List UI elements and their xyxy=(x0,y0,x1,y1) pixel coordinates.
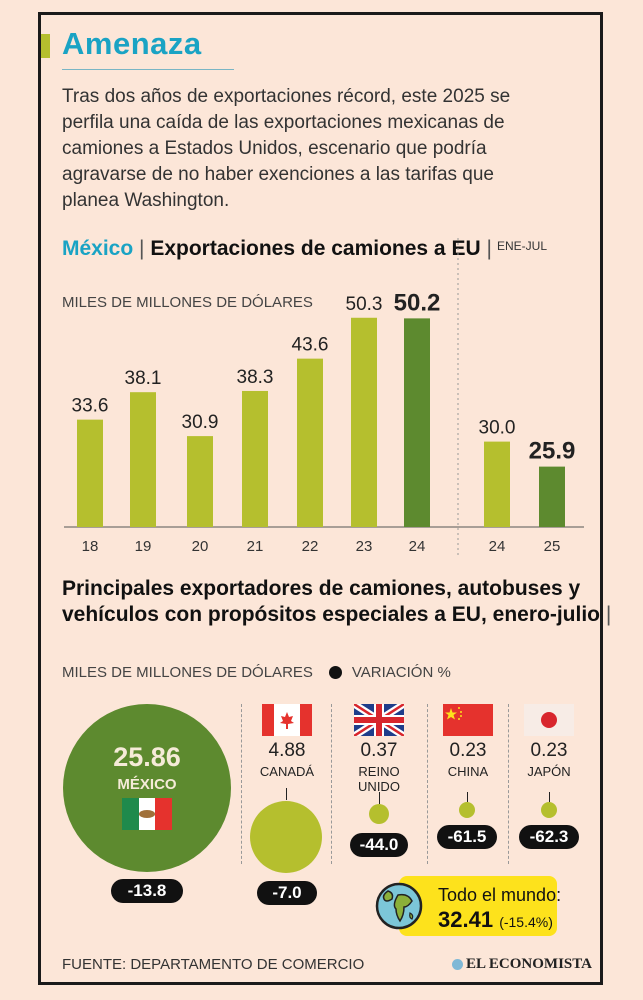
bar xyxy=(77,419,103,527)
divider xyxy=(508,704,509,864)
chart1-title-end: | xyxy=(480,237,492,260)
country-name: CHINA xyxy=(447,764,489,779)
country-value: 0.37 xyxy=(360,740,398,761)
bubble-japan xyxy=(541,802,557,818)
china-flag-icon xyxy=(443,704,493,736)
source-note: FUENTE: DEPARTAMENTO DE COMERCIO xyxy=(62,956,365,973)
mexico-flag-icon xyxy=(122,798,173,830)
japan-flag-icon xyxy=(524,704,574,736)
divider xyxy=(427,704,428,864)
brand-logo: EL ECONOMISTA xyxy=(452,956,592,973)
bubble-uk xyxy=(369,804,389,824)
bar xyxy=(187,436,213,527)
page-title: Amenaza xyxy=(62,26,202,61)
country-value: 0.23 xyxy=(530,740,568,761)
bar-value-label: 50.2 xyxy=(394,289,441,316)
bar-value-label: 33.6 xyxy=(72,396,109,417)
chart1-units: MILES DE MILLONES DE DÓLARES xyxy=(62,294,313,311)
bar-value-label: 38.1 xyxy=(125,368,162,389)
chart1-title-text: Exportaciones de camiones a EU xyxy=(150,237,481,260)
x-tick-label: 21 xyxy=(247,538,264,555)
x-tick-label: 22 xyxy=(302,538,319,555)
chart1-title-highlight: México xyxy=(62,237,134,260)
country-canada: 4.88 CANADÁ xyxy=(247,740,327,779)
divider xyxy=(241,704,242,864)
infographic-frame xyxy=(38,12,603,985)
legend-dot-icon xyxy=(328,666,342,679)
brand-logo-icon xyxy=(452,959,463,970)
canada-flag-icon xyxy=(262,704,312,736)
title-accent-bar xyxy=(41,34,50,58)
chart2-title: Principales exportadores de camiones, au… xyxy=(62,576,643,628)
bubble-mexico xyxy=(63,704,231,872)
x-tick-label: 20 xyxy=(192,538,209,555)
x-tick-label: 18 xyxy=(82,538,99,555)
chart2-legend-label: VARIACIÓN % xyxy=(351,664,451,681)
bar xyxy=(297,358,323,527)
x-tick-label: 19 xyxy=(135,538,152,555)
chart2-units-row: MILES DE MILLONES DE DÓLARES VARIACIÓN % xyxy=(62,664,451,681)
bar-value-label: 25.9 xyxy=(529,438,576,465)
pointer-line xyxy=(286,788,287,800)
country-value: 0.23 xyxy=(449,740,487,761)
brand-name: EL ECONOMISTA xyxy=(466,956,592,972)
country-uk: 0.37 REINO UNIDO xyxy=(339,740,419,794)
bar xyxy=(539,466,565,527)
bar-value-label: 30.9 xyxy=(182,412,219,433)
world-total-box xyxy=(399,876,557,936)
uk-flag-icon xyxy=(354,704,404,736)
country-japan: 0.23 JAPÓN xyxy=(509,740,589,779)
world-total-label: Todo el mundo: xyxy=(438,885,562,905)
bar xyxy=(351,317,377,527)
bubble-mexico-value: 25.86 xyxy=(113,742,181,772)
world-total-value: 32.41 xyxy=(438,907,494,932)
country-name: JAPÓN xyxy=(527,764,571,779)
bar xyxy=(484,441,510,527)
globe-icon xyxy=(375,882,423,930)
bar-value-label: 38.3 xyxy=(237,367,274,388)
bar-value-label: 30.0 xyxy=(479,418,516,439)
pointer-line xyxy=(467,792,468,802)
divider xyxy=(331,704,332,864)
chart1-title-sep: | xyxy=(133,237,151,260)
x-tick-label: 25 xyxy=(544,538,561,555)
change-badge-china: -61.5 xyxy=(437,825,497,849)
x-tick-label: 24 xyxy=(489,538,506,555)
chart2-title-text: Principales exportadores de camiones, au… xyxy=(62,577,600,626)
change-badge-uk: -44.0 xyxy=(350,833,408,857)
x-tick-label: 24 xyxy=(409,538,426,555)
country-china: 0.23 CHINA xyxy=(428,740,508,779)
chart2-title-end: | xyxy=(599,603,612,626)
title-underline xyxy=(62,69,234,70)
pointer-line xyxy=(379,792,380,804)
world-total-value-row: 32.41 (-15.4%) xyxy=(438,907,553,933)
bar-chart: 33.6 18 38.1 19 30.9 20 38.3 21 43.6 22 50.3 23 50.2… xyxy=(64,238,584,556)
change-badge-japan: -62.3 xyxy=(519,825,579,849)
intro-text: Tras dos años de exportaciones récord, e… xyxy=(62,86,511,211)
period-label: ENE-JUL xyxy=(497,239,548,253)
change-badge-mexico: -13.8 xyxy=(111,879,183,903)
bar-value-label: 50.3 xyxy=(346,294,383,315)
country-name: CANADÁ xyxy=(259,764,315,779)
world-total-change: (-15.4%) xyxy=(499,914,553,930)
bar xyxy=(404,318,430,527)
chart2-units: MILES DE MILLONES DE DÓLARES xyxy=(62,664,313,681)
bubble-canada xyxy=(250,801,322,873)
country-name: REINO UNIDO xyxy=(358,764,400,794)
bubble-mexico-name: MÉXICO xyxy=(117,776,177,793)
pointer-line xyxy=(549,792,550,802)
chart1-title: México | Exportaciones de camiones a EU … xyxy=(62,236,492,261)
country-value: 4.88 xyxy=(268,740,306,761)
bar xyxy=(130,392,156,527)
bar xyxy=(242,390,268,527)
x-tick-label: 23 xyxy=(356,538,373,555)
change-badge-canada: -7.0 xyxy=(257,881,317,905)
bar-value-label: 43.6 xyxy=(292,335,329,356)
bubble-china xyxy=(459,802,475,818)
